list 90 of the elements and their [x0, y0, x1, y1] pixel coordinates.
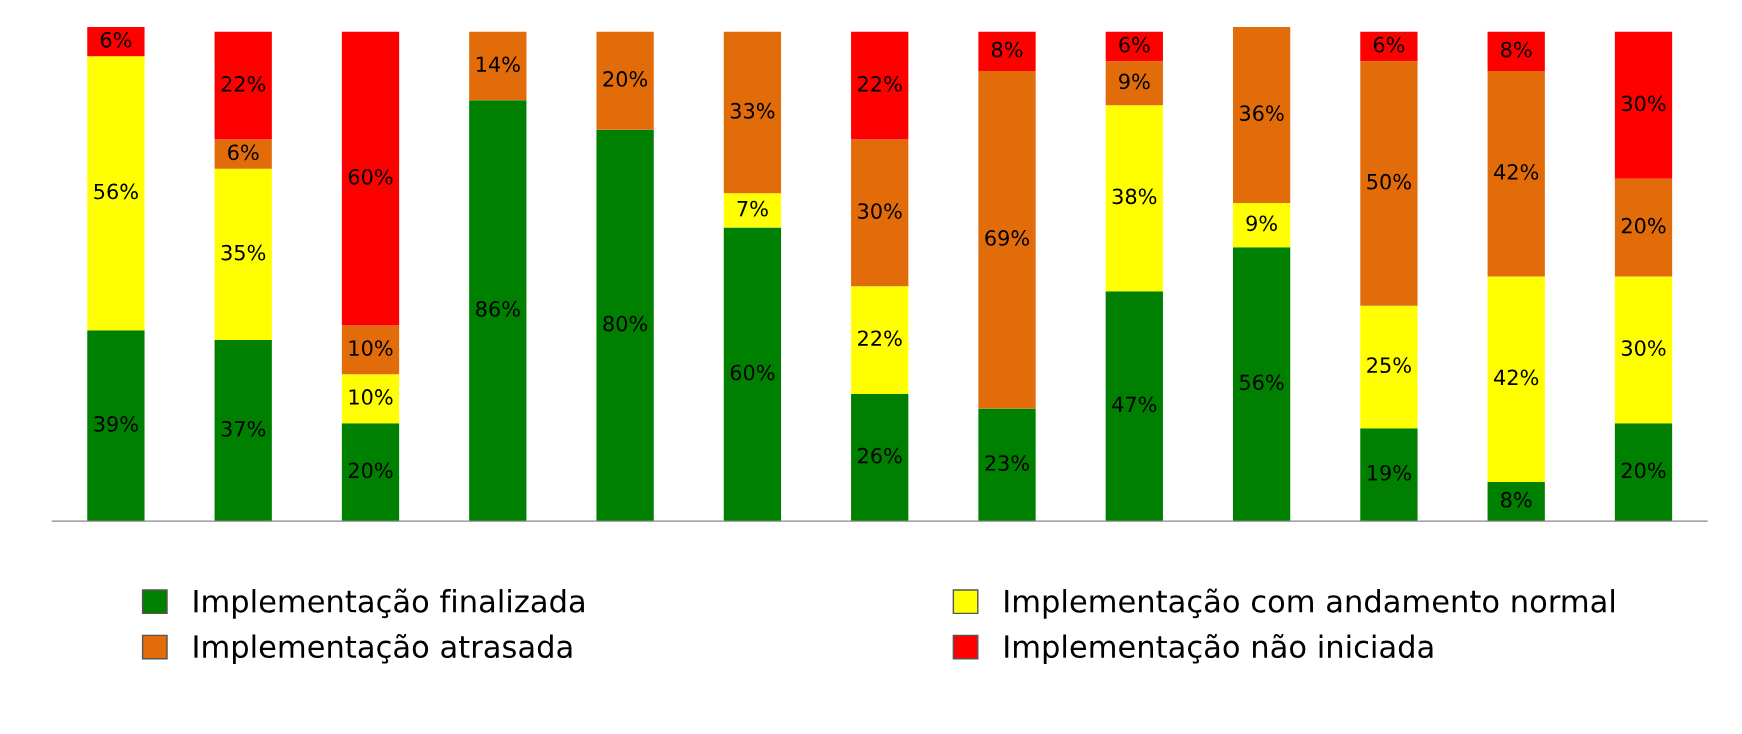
- bar: [1105, 61, 1163, 106]
- bar: [214, 139, 272, 169]
- bar: [1360, 428, 1418, 522]
- data-label: 6%: [1119, 36, 1150, 53]
- data-label: 20%: [348, 462, 393, 479]
- data-label: 56%: [1240, 374, 1284, 391]
- data-label: 23%: [985, 455, 1030, 471]
- data-label: 14%: [476, 56, 520, 73]
- data-label: 69%: [985, 230, 1030, 246]
- data-label: 22%: [858, 330, 902, 347]
- data-label: 22%: [858, 75, 902, 92]
- bar: [1614, 423, 1673, 522]
- bar: [469, 100, 527, 522]
- bar: [1232, 26, 1291, 204]
- data-label: 35%: [221, 244, 266, 261]
- data-label: 37%: [221, 420, 266, 437]
- data-label: 6%: [228, 144, 259, 161]
- data-label: 36%: [1240, 105, 1284, 122]
- bar: [1360, 305, 1418, 429]
- data-label: 10%: [349, 389, 393, 405]
- data-label: 9%: [1246, 215, 1277, 232]
- bar: [1487, 71, 1545, 277]
- bar: [596, 31, 654, 130]
- data-label: 8%: [1501, 41, 1532, 58]
- bar: [723, 193, 782, 228]
- bar: [1360, 31, 1418, 62]
- data-label: 50%: [1367, 173, 1411, 190]
- data-label: 26%: [858, 447, 902, 464]
- data-label: 10%: [349, 340, 393, 356]
- bar: [87, 56, 145, 331]
- bar: [214, 31, 272, 140]
- bar: [596, 129, 654, 522]
- data-label: 8%: [991, 41, 1023, 58]
- bar: [851, 393, 909, 522]
- data-label: 42%: [1494, 369, 1539, 386]
- data-label: 9%: [1119, 73, 1150, 90]
- bar: [978, 31, 1036, 71]
- data-label: 42%: [1494, 164, 1539, 180]
- data-label: 56%: [94, 183, 138, 200]
- data-label: 6%: [100, 31, 132, 48]
- data-label: 38%: [1112, 188, 1157, 205]
- data-label: 7%: [737, 200, 768, 217]
- bar: [1105, 105, 1163, 292]
- data-label: 30%: [1621, 95, 1666, 112]
- legend-label: Implementação finalizada: [194, 588, 584, 619]
- bar: [851, 286, 909, 394]
- data-label: 39%: [94, 416, 138, 432]
- legend-label: Implementação com andamento normal: [1005, 588, 1614, 619]
- bar: [341, 374, 400, 424]
- bar: [87, 26, 145, 57]
- data-label: 25%: [1367, 357, 1411, 374]
- bar: [214, 168, 272, 341]
- data-label: 47%: [1112, 396, 1157, 413]
- bar: [1487, 31, 1545, 71]
- legend-label: Implementação não iniciada: [1005, 633, 1433, 665]
- data-label: 60%: [730, 364, 775, 381]
- data-label: 30%: [858, 203, 902, 219]
- bar: [723, 227, 782, 522]
- data-label: 22%: [221, 75, 266, 92]
- bar: [1232, 203, 1291, 248]
- data-label: 8%: [1501, 491, 1532, 508]
- bar: [978, 408, 1036, 522]
- bar: [1360, 61, 1418, 306]
- data-label: 80%: [603, 315, 648, 332]
- bar: [87, 330, 145, 522]
- data-label: 20%: [1621, 462, 1666, 479]
- bar: [723, 31, 782, 194]
- bar: [851, 139, 909, 287]
- bar: [1487, 276, 1545, 482]
- bar: [1614, 178, 1673, 277]
- bar: [1614, 276, 1673, 424]
- bar: [341, 423, 400, 522]
- bar: [469, 31, 527, 101]
- legend-label: Implementação atrasada: [194, 633, 572, 665]
- data-label: 20%: [1621, 217, 1666, 234]
- bar: [341, 31, 400, 326]
- bar: [978, 71, 1036, 409]
- data-label: 6%: [1373, 36, 1405, 53]
- data-label: 20%: [603, 71, 648, 87]
- data-label: 19%: [1368, 464, 1411, 481]
- bar: [851, 31, 909, 140]
- bar: [341, 325, 400, 375]
- data-label: 60%: [348, 168, 393, 185]
- bar: [214, 340, 272, 522]
- data-label: 86%: [476, 301, 520, 317]
- bar: [1105, 291, 1163, 522]
- data-label: 33%: [730, 102, 775, 119]
- bar: [1614, 31, 1673, 179]
- bar: [1232, 247, 1291, 522]
- data-label: 30%: [1621, 340, 1666, 356]
